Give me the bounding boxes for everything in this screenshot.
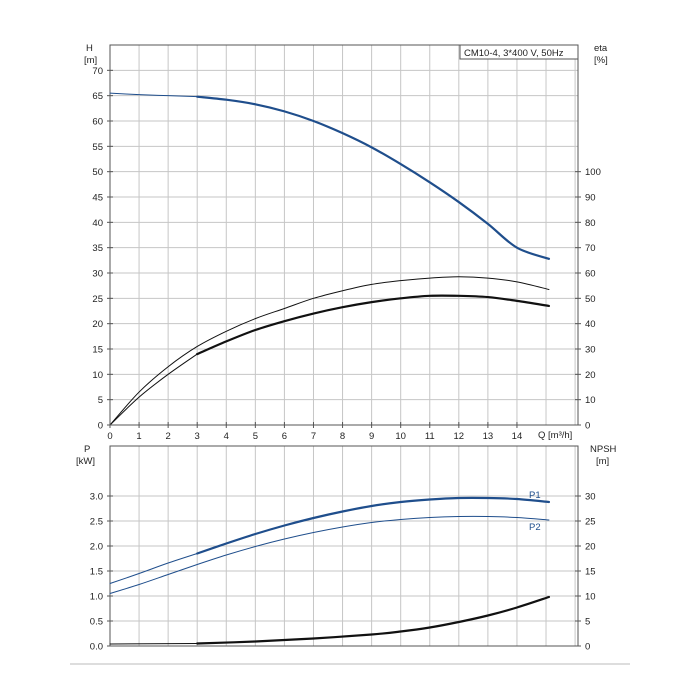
top-x-ticks: 0 1 2 3 4 5 6 7 8 9 10 11 12 13 14 (107, 422, 522, 442)
series-line-3 (109, 353, 198, 426)
x-tick-label: 8 (340, 431, 345, 442)
h-tick-label: 65 (92, 91, 103, 102)
h-tick-label: 70 (92, 66, 103, 77)
series-line-3 (109, 643, 198, 645)
h-tick-label: 55 (92, 142, 103, 153)
h-tick-label: 40 (92, 218, 103, 229)
series-line-4 (196, 595, 551, 645)
x-tick-label: 7 (311, 431, 316, 442)
x-tick-label: 13 (483, 431, 494, 442)
eta-axis-label: eta (594, 43, 608, 54)
legend-box-border (459, 44, 579, 60)
x-tick-label: 10 (395, 431, 406, 442)
eta-axis-unit: [%] (594, 55, 608, 66)
p-tick-label: 1.5 (90, 567, 103, 578)
npsh-tick-label: 10 (585, 592, 596, 603)
x-tick-label: 14 (512, 431, 523, 442)
series-line-2 (109, 515, 550, 594)
h-tick-label: 35 (92, 243, 103, 254)
x-tick-label: 0 (107, 431, 112, 442)
npsh-axis-unit: [m] (596, 456, 609, 467)
npsh-tick-label: 30 (585, 492, 596, 503)
x-tick-label: 2 (165, 431, 170, 442)
h-tick-label: 25 (92, 294, 103, 305)
x-tick-label: 5 (253, 431, 258, 442)
h-tick-label: 5 (98, 395, 103, 406)
h-tick-label: 0 (98, 421, 103, 432)
h-axis-unit: [m] (84, 55, 97, 66)
eta-tick-label: 100 (585, 167, 601, 178)
npsh-tick-label: 5 (585, 617, 590, 628)
p-tick-label: 2.0 (90, 542, 103, 553)
eta-tick-label: 60 (585, 269, 596, 280)
top-grid (110, 45, 578, 425)
series-line-2 (109, 276, 550, 426)
eta-tick-label: 40 (585, 319, 596, 330)
series-line-4 (196, 294, 551, 356)
eta-tick-label: 80 (585, 218, 596, 229)
legend-box: CM10-4, 3*400 V, 50Hz (459, 44, 579, 60)
eta-tick-label: 90 (585, 193, 596, 204)
x-tick-label: 11 (425, 431, 435, 442)
eta-tick-label: 0 (585, 421, 590, 432)
npsh-tick-label: 20 (585, 542, 596, 553)
npsh-axis-label: NPSH (590, 444, 617, 455)
h-tick-label: 45 (92, 193, 103, 204)
p-tick-label: 0.5 (90, 617, 103, 628)
eta-tick-label: 70 (585, 243, 596, 254)
x-tick-label: 3 (195, 431, 200, 442)
p2-series-label: P2 (529, 522, 541, 533)
x-tick-label: 12 (454, 431, 465, 442)
q-axis-label: Q [m³/h] (538, 430, 572, 441)
bottom-left-ticks: 0.0 0.5 1.0 1.5 2.0 2.5 3.0 (90, 492, 113, 653)
series-line-0 (109, 92, 198, 98)
x-tick-label: 6 (282, 431, 287, 442)
h-axis-label: H (86, 43, 93, 54)
p-axis-unit: [kW] (76, 456, 95, 467)
p-axis-label: P (84, 444, 90, 455)
legend-box-text: CM10-4, 3*400 V, 50Hz (464, 48, 564, 59)
h-tick-label: 20 (92, 319, 103, 330)
h-tick-label: 30 (92, 269, 103, 280)
npsh-tick-label: 0 (585, 642, 590, 653)
series-line-1 (196, 496, 551, 555)
eta-tick-label: 30 (585, 345, 596, 356)
bottom-panel: 0.0 0.5 1.0 1.5 2.0 2.5 3.0 0 5 10 15 20 25 30 P [kW… (76, 444, 617, 653)
series-line-0 (109, 553, 198, 584)
p1-series-label: P1 (529, 490, 541, 501)
eta-tick-label: 10 (585, 395, 596, 406)
npsh-tick-label: 15 (585, 567, 596, 578)
eta-tick-label: 20 (585, 370, 596, 381)
x-tick-label: 9 (369, 431, 374, 442)
series-line-1 (196, 95, 551, 260)
top-curves (109, 92, 551, 426)
top-left-ticks: 0 5 10 15 20 25 30 35 40 45 50 55 60 65 70 (92, 66, 113, 432)
eta-tick-label: 50 (585, 294, 596, 305)
p-tick-label: 3.0 (90, 492, 103, 503)
h-tick-label: 15 (92, 345, 103, 356)
p-tick-label: 1.0 (90, 592, 103, 603)
p-tick-label: 2.5 (90, 517, 103, 528)
h-tick-label: 10 (92, 370, 103, 381)
top-right-ticks: 0 10 20 30 40 50 60 70 80 90 100 (575, 167, 601, 432)
npsh-tick-label: 25 (585, 517, 596, 528)
h-tick-label: 60 (92, 117, 103, 128)
h-tick-label: 50 (92, 167, 103, 178)
x-tick-label: 1 (136, 431, 141, 442)
p-tick-label: 0.0 (90, 642, 103, 653)
bottom-curves (109, 496, 551, 645)
bottom-grid (110, 446, 578, 646)
bottom-right-ticks: 0 5 10 15 20 25 30 (575, 492, 596, 653)
x-tick-label: 4 (224, 431, 229, 442)
top-plot-frame (109, 44, 579, 426)
